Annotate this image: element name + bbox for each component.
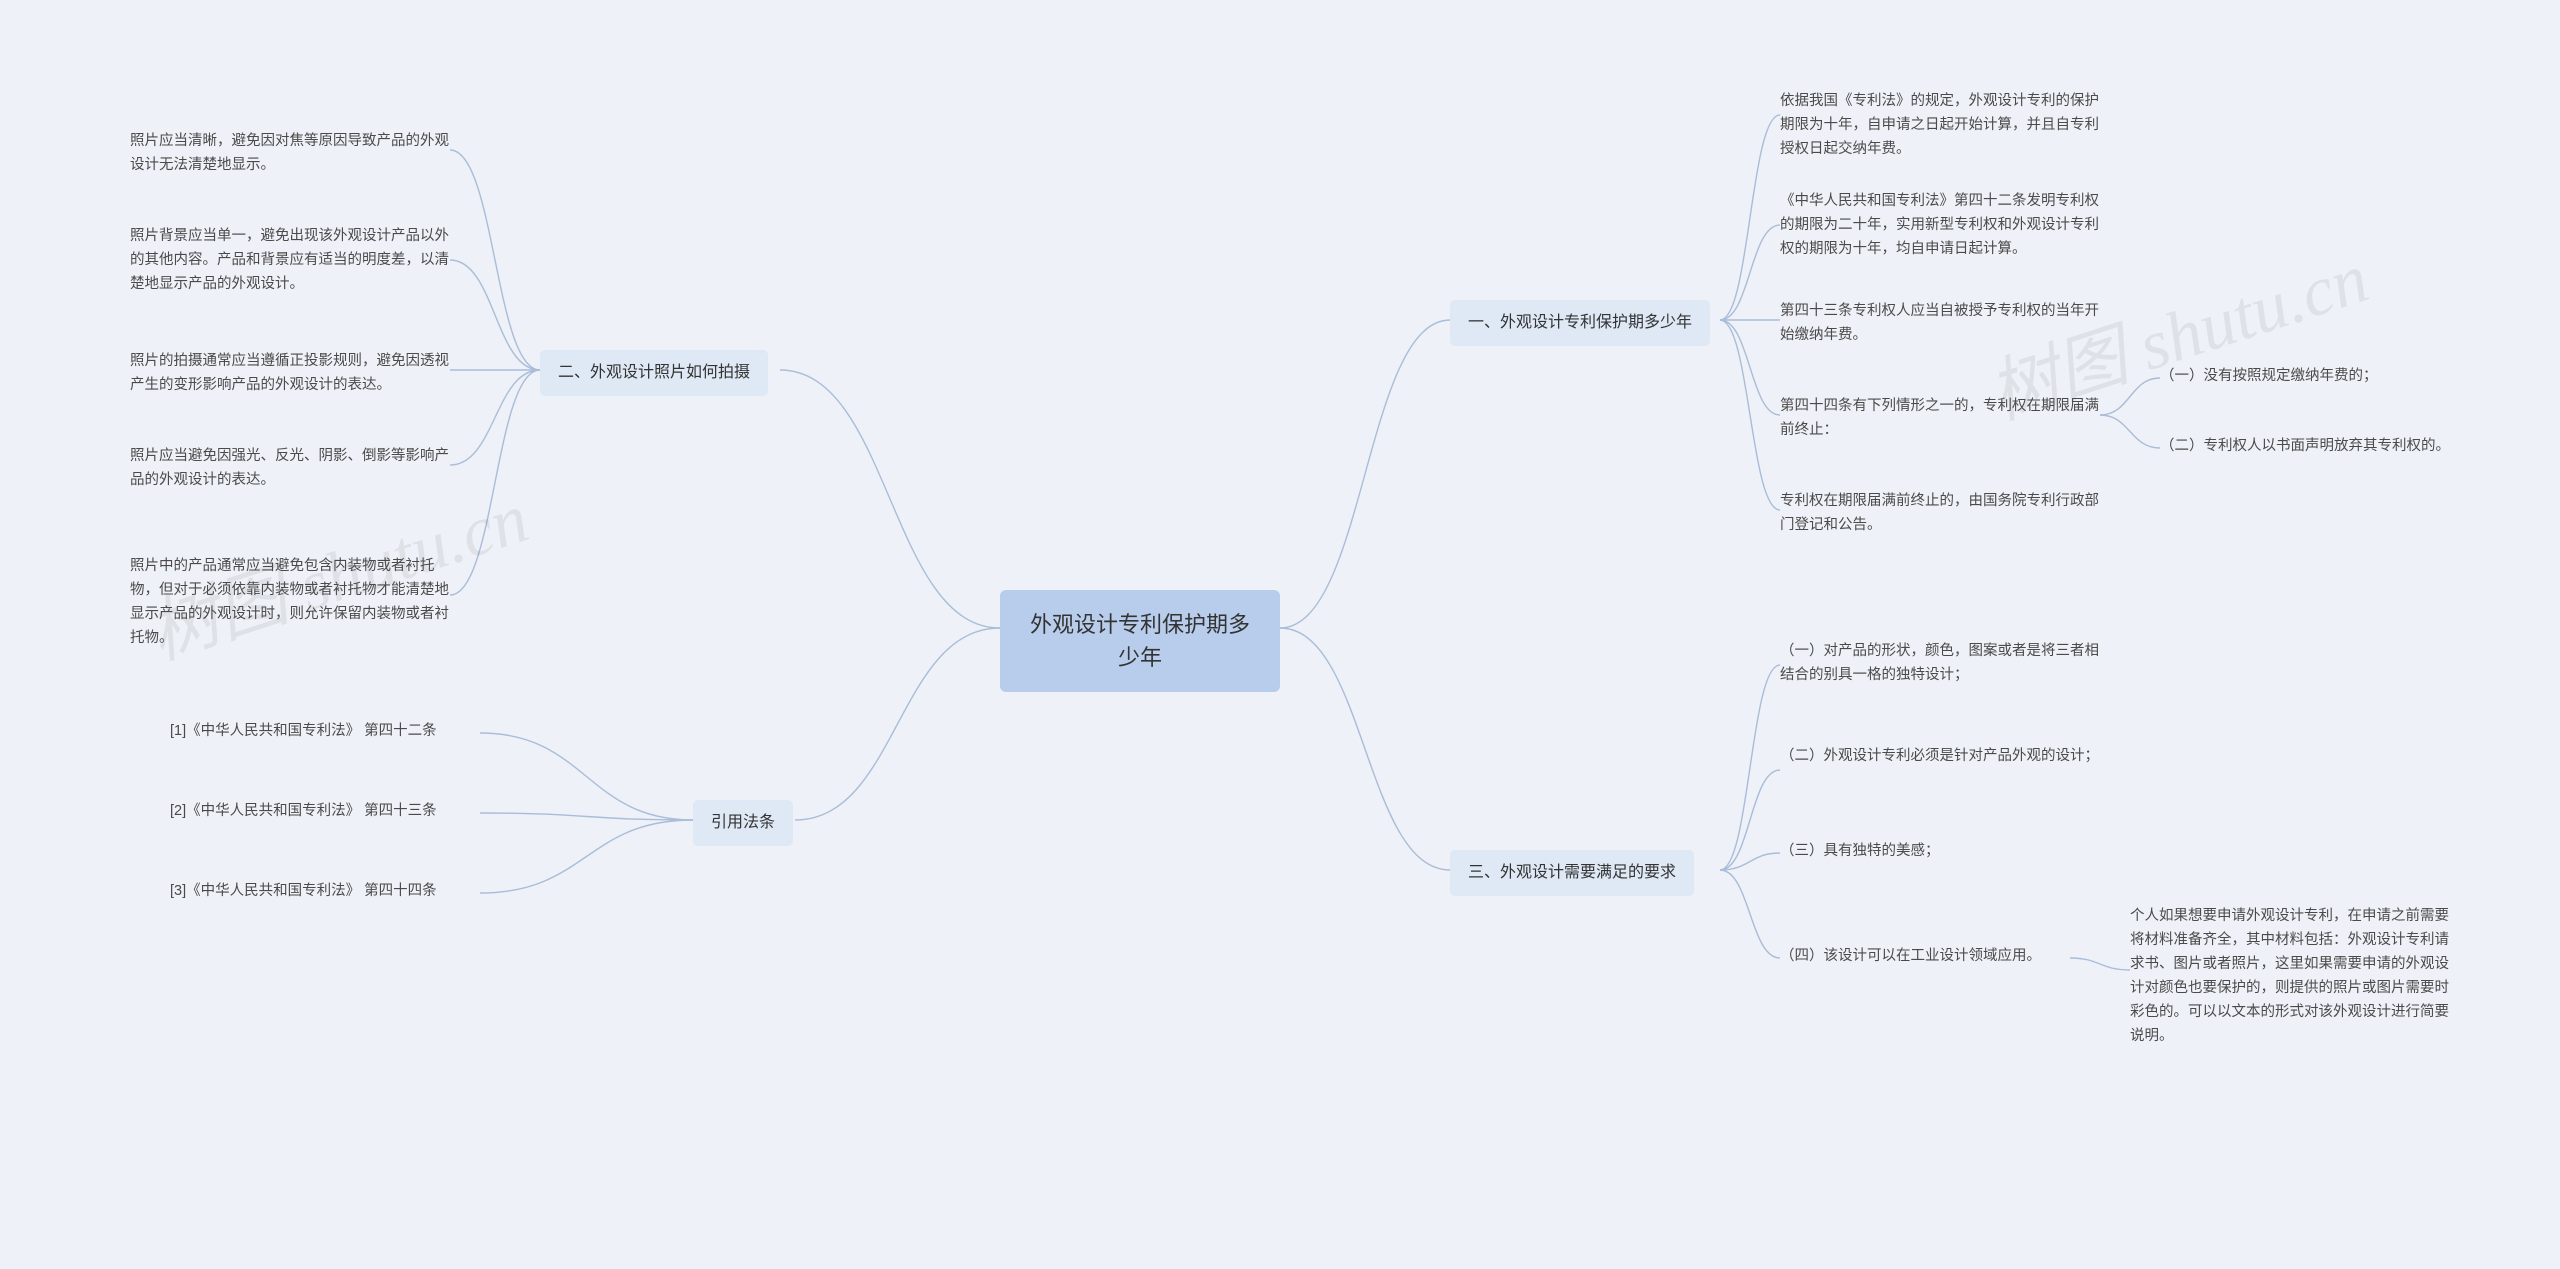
leaf-b1c1: 依据我国《专利法》的规定，外观设计专利的保护期限为十年，自申请之日起开始计算，并…	[1780, 90, 2100, 162]
branch-photo-how: 二、外观设计照片如何拍摄	[540, 350, 768, 396]
branch-requirements: 三、外观设计需要满足的要求	[1450, 850, 1694, 896]
leaf-b1c3: 第四十三条专利权人应当自被授予专利权的当年开始缴纳年费。	[1780, 300, 2100, 348]
leaf-b1c2: 《中华人民共和国专利法》第四十二条发明专利权的期限为二十年，实用新型专利权和外观…	[1780, 190, 2100, 262]
leaf-b3c2: （二）外观设计专利必须是针对产品外观的设计；	[1780, 745, 2099, 769]
leaf-b3c4: （四）该设计可以在工业设计领域应用。	[1780, 945, 2041, 969]
root-node: 外观设计专利保护期多少年	[1000, 590, 1280, 692]
branch-protection-period: 一、外观设计专利保护期多少年	[1450, 300, 1710, 346]
leaf-b4c3: [3]《中华人民共和国专利法》 第四十四条	[170, 880, 437, 904]
leaf-b4c2: [2]《中华人民共和国专利法》 第四十三条	[170, 800, 437, 824]
branch-citations: 引用法条	[693, 800, 793, 846]
leaf-b2c2: 照片背景应当单一，避免出现该外观设计产品以外的其他内容。产品和背景应有适当的明度…	[130, 225, 450, 297]
leaf-b3c3: （三）具有独特的美感；	[1780, 840, 1940, 864]
leaf-b1c4b: （二）专利权人以书面声明放弃其专利权的。	[2160, 435, 2450, 459]
leaf-b1c5: 专利权在期限届满前终止的，由国务院专利行政部门登记和公告。	[1780, 490, 2100, 538]
leaf-b4c1: [1]《中华人民共和国专利法》 第四十二条	[170, 720, 437, 744]
leaf-b2c1: 照片应当清晰，避免因对焦等原因导致产品的外观设计无法清楚地显示。	[130, 130, 450, 178]
leaf-b1c4: 第四十四条有下列情形之一的，专利权在期限届满前终止：	[1780, 395, 2100, 443]
leaf-b2c5: 照片中的产品通常应当避免包含内装物或者衬托物，但对于必须依靠内装物或者衬托物才能…	[130, 555, 450, 651]
leaf-b2c3: 照片的拍摄通常应当遵循正投影规则，避免因透视产生的变形影响产品的外观设计的表达。	[130, 350, 450, 398]
leaf-b1c4a: （一）没有按照规定缴纳年费的；	[2160, 365, 2378, 389]
leaf-b3c4a: 个人如果想要申请外观设计专利，在申请之前需要将材料准备齐全，其中材料包括：外观设…	[2130, 905, 2460, 1049]
leaf-b3c1: （一）对产品的形状，颜色，图案或者是将三者相结合的别具一格的独特设计；	[1780, 640, 2100, 688]
leaf-b2c4: 照片应当避免因强光、反光、阴影、倒影等影响产品的外观设计的表达。	[130, 445, 450, 493]
